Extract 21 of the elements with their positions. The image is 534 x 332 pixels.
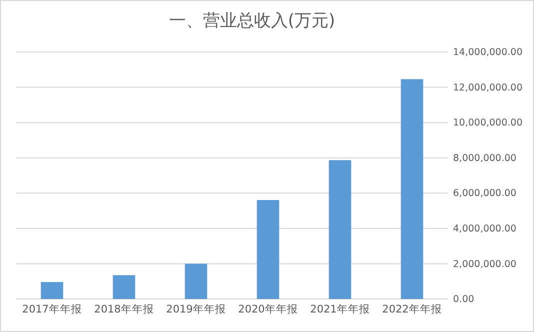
y-tick-label: 0.00 [453,294,474,306]
y-tick-label: 10,000,000.00 [453,118,523,129]
chart-title: 一、营业总收入(万元) [168,11,336,31]
x-tick-label: 2019年年报 [166,303,226,316]
x-tick-label: 2020年年报 [238,303,298,316]
bar [112,275,136,299]
y-tick-label: 2,000,000.00 [453,258,516,270]
bar [40,282,64,299]
y-tick-label: 8,000,000.00 [453,152,516,164]
x-tick-label: 2017年年报 [22,303,82,316]
y-tick-label: 14,000,000.00 [453,47,523,58]
bar [256,200,280,299]
bar [400,79,424,299]
y-tick-label: 12,000,000.00 [453,82,523,94]
bar [184,264,208,299]
x-tick-label: 2018年年报 [94,303,154,316]
y-tick-label: 4,000,000.00 [453,223,516,234]
bar [328,160,352,299]
x-tick-label: 2022年年报 [382,303,442,316]
y-tick-label: 6,000,000.00 [453,188,516,200]
x-tick-label: 2021年年报 [310,303,370,316]
